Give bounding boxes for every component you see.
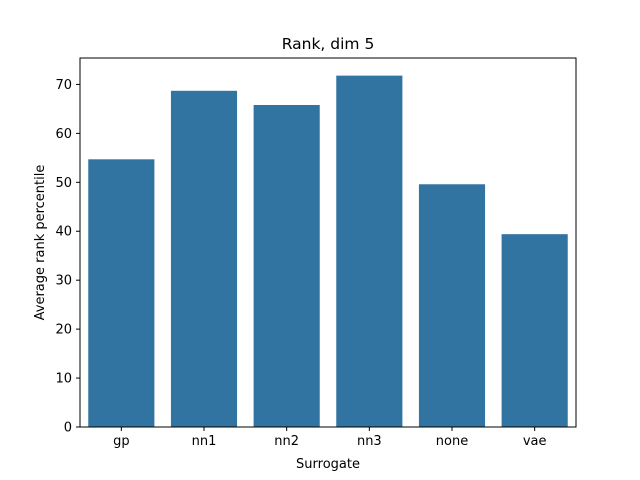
- x-tick-label: nn1: [192, 434, 217, 449]
- x-tick-label: gp: [113, 434, 130, 449]
- x-tick-label: nn2: [274, 434, 299, 449]
- bar-nn2: [253, 104, 320, 427]
- bar-nn1: [170, 90, 238, 427]
- plot-frame: [79, 57, 577, 428]
- x-axis-label: Surrogate: [296, 457, 360, 472]
- y-tick-label: 60: [55, 127, 72, 142]
- y-tick-label: 50: [55, 176, 72, 191]
- y-tick-label: 30: [55, 274, 72, 289]
- bars-layer: [88, 75, 568, 428]
- y-axis-ticks: 0 10 20 30 40 50 60 70: [55, 78, 80, 436]
- x-tick-label: none: [436, 434, 468, 449]
- bar-gp: [88, 159, 155, 428]
- y-tick-label: 70: [55, 78, 72, 93]
- y-tick-label: 0: [64, 421, 72, 436]
- bar-none: [418, 184, 486, 427]
- y-tick-label: 10: [55, 372, 72, 387]
- chart-title: Rank, dim 5: [282, 35, 375, 53]
- x-tick-label: vae: [523, 434, 547, 449]
- y-axis-label: Average rank percentile: [33, 165, 48, 321]
- bar-nn3: [336, 75, 403, 428]
- x-tick-label: nn3: [357, 434, 382, 449]
- y-tick-label: 20: [55, 323, 72, 338]
- x-axis-ticks: gp nn1 nn2 nn3 none vae: [113, 427, 547, 449]
- y-tick-label: 40: [55, 225, 72, 240]
- bar-vae: [501, 234, 568, 427]
